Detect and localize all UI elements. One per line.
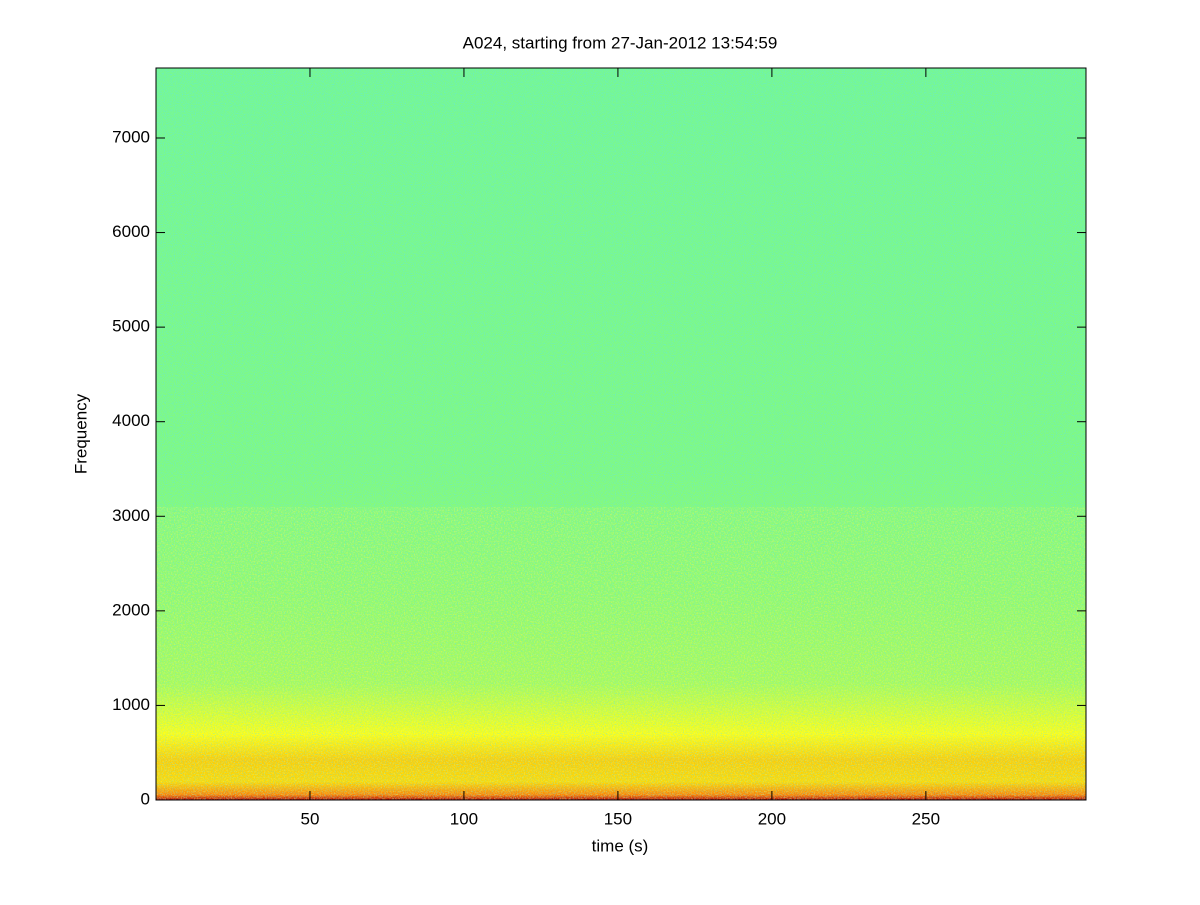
y-tick-label: 6000 (112, 222, 150, 241)
x-axis-label: time (s) (592, 836, 649, 855)
y-tick-label: 0 (141, 789, 150, 808)
x-tick-label: 50 (301, 809, 320, 828)
chart-title: A024, starting from 27-Jan-2012 13:54:59 (463, 33, 778, 52)
x-tick-label: 150 (604, 809, 632, 828)
y-tick-label: 3000 (112, 506, 150, 525)
plot-frame (155, 67, 1087, 801)
y-tick-label: 4000 (112, 411, 150, 430)
x-tick-label: 200 (758, 809, 786, 828)
y-tick-label: 2000 (112, 600, 150, 619)
x-tick-label: 100 (450, 809, 478, 828)
y-tick-label: 7000 (112, 127, 150, 146)
y-axis-label: Frequency (71, 393, 90, 474)
spectrogram-noise (156, 507, 1086, 800)
spectrogram-image (156, 68, 1086, 800)
y-tick-label: 1000 (112, 695, 150, 714)
y-tick-label: 5000 (112, 317, 150, 336)
x-tick-label: 250 (912, 809, 940, 828)
